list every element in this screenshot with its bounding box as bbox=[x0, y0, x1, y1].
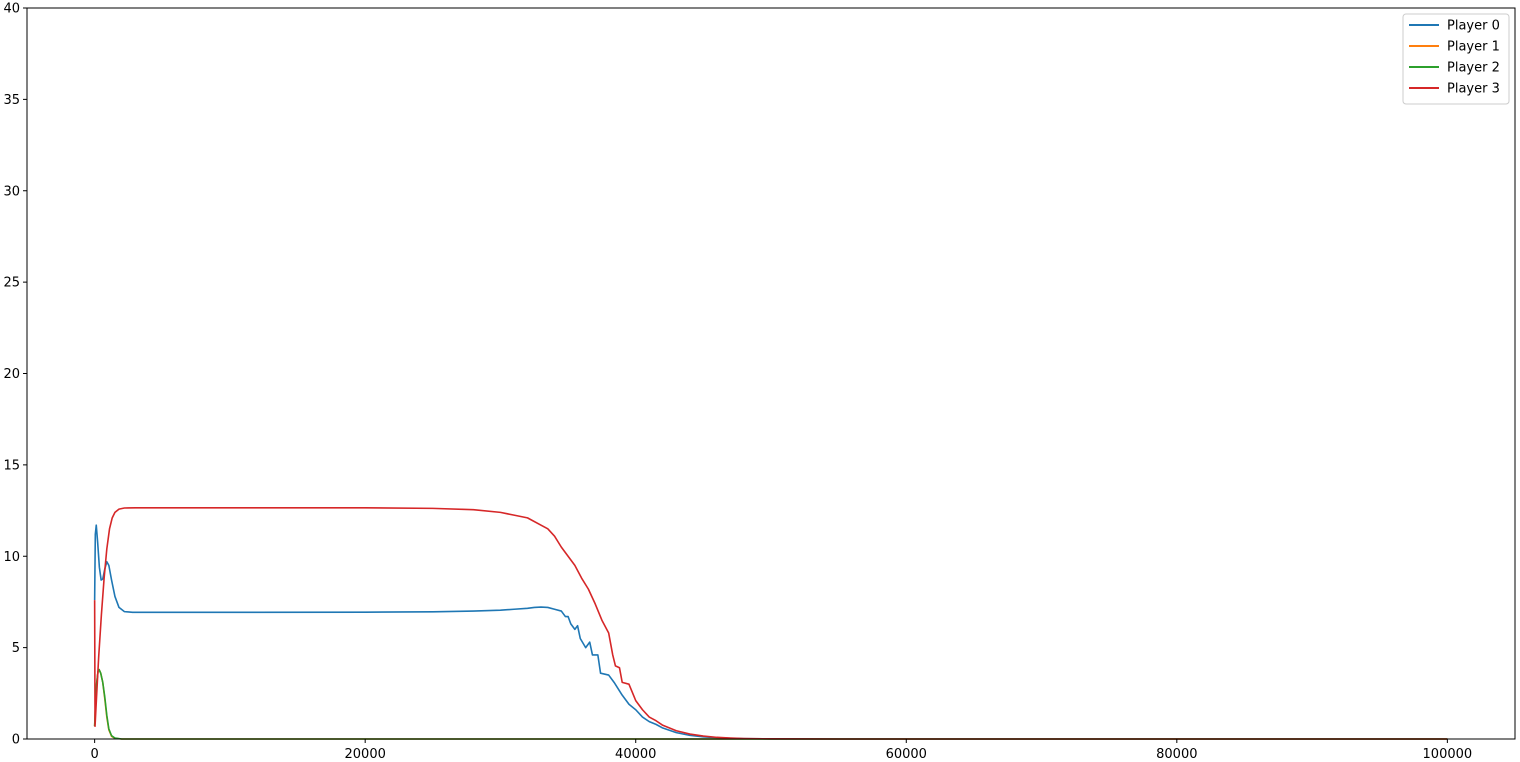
legend-label-player-3: Player 3 bbox=[1447, 82, 1500, 97]
series-line-player-3 bbox=[93, 507, 1448, 740]
x-axis: 0 20000 40000 60000 80000 100000 bbox=[90, 739, 1472, 762]
y-tick-label: 20 bbox=[3, 367, 20, 382]
x-tick-label: 40000 bbox=[615, 747, 656, 762]
y-tick-label: 25 bbox=[3, 276, 20, 291]
series-layer bbox=[93, 507, 1448, 740]
y-tick-label: 0 bbox=[12, 733, 20, 748]
legend-box bbox=[1402, 13, 1510, 105]
x-tick-label: 0 bbox=[90, 747, 98, 762]
x-tick-label: 100000 bbox=[1423, 747, 1473, 762]
y-tick-label: 40 bbox=[3, 2, 20, 17]
x-tick-label: 60000 bbox=[886, 747, 927, 762]
x-tick-label: 20000 bbox=[345, 747, 386, 762]
series-line-player-0 bbox=[93, 524, 1448, 740]
y-tick-label: 30 bbox=[3, 184, 20, 199]
legend-label-player-0: Player 0 bbox=[1447, 19, 1500, 34]
y-tick-label: 10 bbox=[3, 550, 20, 565]
y-tick-label: 35 bbox=[3, 93, 20, 108]
x-tick-label: 80000 bbox=[1156, 747, 1197, 762]
y-tick-label: 15 bbox=[3, 458, 20, 473]
legend-label-player-1: Player 1 bbox=[1447, 40, 1500, 55]
legend-label-player-2: Player 2 bbox=[1447, 61, 1500, 76]
y-tick-label: 5 bbox=[12, 641, 20, 656]
legend: Player 0 Player 1 Player 2 Player 3 bbox=[1402, 13, 1510, 105]
y-axis: 0 5 10 15 20 25 30 35 40 bbox=[3, 2, 27, 748]
